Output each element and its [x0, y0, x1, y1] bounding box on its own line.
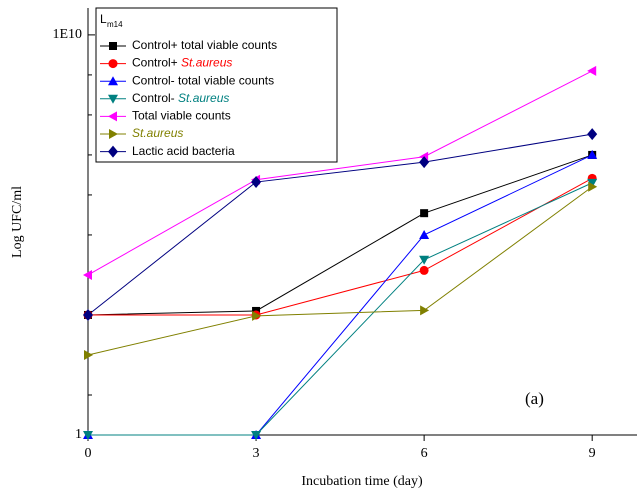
x-tick-label: 3: [253, 446, 260, 461]
series-line: [87, 154, 593, 316]
legend-label: Control+ St.aureus: [132, 56, 232, 70]
marker: [420, 209, 429, 218]
legend-label-italic: St.aureus: [178, 91, 229, 105]
marker: [587, 149, 598, 159]
marker: [588, 181, 598, 192]
y-tick-label: 1E10: [52, 27, 82, 42]
marker: [419, 265, 429, 275]
marker: [587, 128, 598, 141]
legend-title-sub: m14: [107, 20, 123, 29]
legend-label: St.aureus: [132, 126, 183, 140]
marker: [109, 42, 117, 50]
x-tick-label: 6: [421, 446, 428, 461]
legend-label-italic: St.aureus: [181, 56, 232, 70]
legend-label: Lactic acid bacteria: [132, 144, 235, 158]
x-axis-label: Incubation time (day): [301, 474, 423, 489]
legend-label: Control+ total viable counts: [132, 38, 277, 52]
marker: [108, 145, 118, 158]
marker: [109, 129, 118, 139]
marker: [108, 94, 118, 104]
y-tick-label: 1: [75, 427, 82, 442]
marker: [419, 229, 430, 239]
legend-label: Total viable counts: [132, 109, 231, 123]
series-line: [87, 70, 593, 276]
series-line: [88, 154, 593, 436]
x-tick-label: 9: [589, 446, 596, 461]
series-line: [88, 177, 593, 316]
marker: [252, 310, 262, 321]
legend-box: [95, 7, 338, 163]
marker: [419, 255, 430, 265]
series-line: [88, 182, 593, 436]
marker: [251, 431, 262, 440]
marker: [83, 431, 93, 440]
annotation: (a): [525, 389, 544, 408]
marker: [108, 59, 118, 69]
marker: [587, 178, 598, 188]
marker: [83, 269, 92, 280]
marker: [84, 349, 93, 360]
legend-label-italic: St.aureus: [132, 126, 183, 140]
marker: [108, 76, 118, 86]
marker: [419, 156, 430, 169]
y-axis-label: Log UFC/ml: [10, 186, 25, 258]
series-line: [87, 186, 593, 356]
marker: [420, 305, 430, 316]
marker: [587, 65, 597, 76]
legend-title: L: [100, 12, 107, 26]
marker: [108, 111, 117, 122]
marker: [251, 176, 262, 189]
legend-label-part: Control+: [132, 56, 181, 70]
legend-label: Control- St.aureus: [132, 91, 229, 105]
x-tick-label: 0: [85, 446, 92, 461]
series-line: [87, 133, 593, 316]
legend-label: Control- total viable counts: [132, 73, 274, 87]
legend-label-part: Control-: [132, 91, 178, 105]
marker: [83, 308, 93, 321]
